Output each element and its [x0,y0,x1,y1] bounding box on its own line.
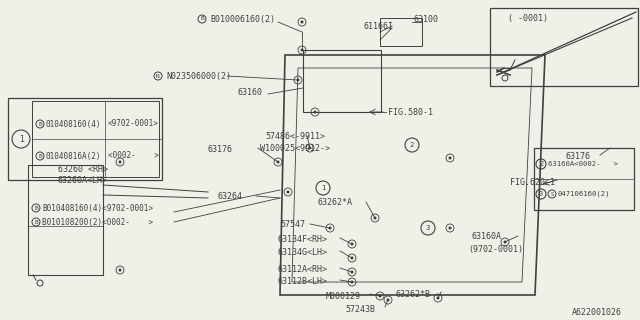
Text: B010108200(2)<0002-    >: B010108200(2)<0002- > [42,218,153,227]
Circle shape [351,257,353,260]
Text: S: S [550,191,554,196]
Circle shape [301,49,303,52]
Circle shape [436,297,440,300]
Circle shape [308,147,312,149]
Text: 63134F<RH>: 63134F<RH> [278,235,328,244]
Text: 63134G<LH>: 63134G<LH> [278,248,328,257]
Text: N: N [156,74,160,78]
Text: FIG.580-1: FIG.580-1 [388,108,433,117]
Text: W100025<9912->: W100025<9912-> [260,144,330,153]
Circle shape [351,281,353,284]
Circle shape [351,243,353,245]
Text: ( -0001): ( -0001) [508,14,548,23]
Text: 63160: 63160 [238,88,263,97]
Text: 63262*B: 63262*B [396,290,431,299]
Text: 2: 2 [539,161,543,167]
Text: 01040816A(2): 01040816A(2) [46,151,102,161]
Circle shape [118,268,122,271]
Text: 57243B: 57243B [345,305,375,314]
Circle shape [351,270,353,274]
Text: B010006160(2): B010006160(2) [210,15,275,24]
Text: B010408160(4)<9702-0001>: B010408160(4)<9702-0001> [42,204,153,212]
Text: <0002-    >: <0002- > [108,151,159,161]
Bar [490,8,638,86]
Bar [32,101,159,177]
Text: A622001026: A622001026 [572,308,622,317]
Circle shape [301,20,303,23]
Text: B: B [34,205,38,211]
Text: 63260 <RH>: 63260 <RH> [58,165,108,174]
Circle shape [374,217,376,220]
Text: B: B [38,122,42,126]
Text: B: B [34,220,38,225]
Text: 63100: 63100 [414,15,439,24]
Text: 63160A<0002-   >: 63160A<0002- > [548,161,618,167]
Text: 047106160(2): 047106160(2) [558,191,611,197]
Text: 61166I: 61166I [364,22,394,31]
Circle shape [118,161,122,164]
Text: FIG.620-1: FIG.620-1 [510,178,555,187]
Text: B: B [200,17,204,21]
Text: 63112B<LH>: 63112B<LH> [278,277,328,286]
Circle shape [378,294,381,298]
Text: 63176: 63176 [565,152,590,161]
Text: 63262*A: 63262*A [318,198,353,207]
Text: 57547: 57547 [280,220,305,229]
Bar [534,148,634,210]
Text: N023506000(2): N023506000(2) [166,72,231,81]
Circle shape [504,241,506,244]
Text: 63112A<RH>: 63112A<RH> [278,265,328,274]
Text: 63260A<LH>: 63260A<LH> [58,176,108,185]
Text: 1: 1 [321,185,325,191]
Text: 63176: 63176 [208,145,233,154]
Circle shape [328,227,332,229]
Text: 2: 2 [410,142,414,148]
Circle shape [276,161,280,164]
Text: 63160A: 63160A [472,232,502,241]
Bar [8,98,162,180]
Circle shape [449,156,451,159]
Text: 63264: 63264 [218,192,243,201]
Text: 3: 3 [539,191,543,197]
Circle shape [296,78,300,82]
Bar [303,50,381,112]
Text: B: B [38,154,42,158]
Circle shape [314,110,317,114]
Text: 3: 3 [426,225,430,231]
Text: 57486<-9911>: 57486<-9911> [265,132,325,141]
Circle shape [287,190,289,194]
Text: 010408160(4): 010408160(4) [46,119,102,129]
Bar [380,18,422,46]
Text: 1: 1 [19,134,24,143]
Text: <9702-0001>: <9702-0001> [108,119,159,129]
Text: (9702-0001): (9702-0001) [468,245,523,254]
Text: M000129: M000129 [326,292,361,301]
Circle shape [387,299,390,301]
Circle shape [449,227,451,229]
Bar [28,165,103,275]
